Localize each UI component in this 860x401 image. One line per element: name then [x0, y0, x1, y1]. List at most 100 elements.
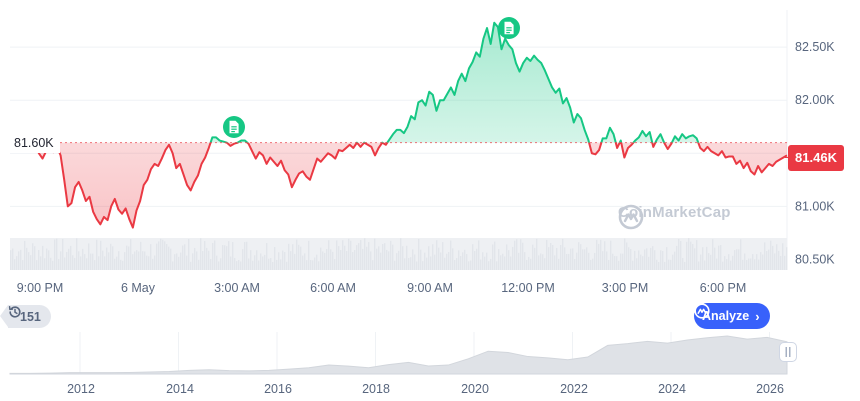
volume-bar: [546, 239, 548, 270]
volume-bar: [170, 248, 172, 270]
volume-bar: [18, 251, 20, 270]
volume-bar: [336, 240, 338, 270]
volume-bar: [760, 252, 762, 270]
volume-bar: [526, 259, 528, 270]
volume-bar: [234, 257, 236, 270]
volume-bar: [630, 249, 632, 270]
volume-bar: [514, 240, 516, 270]
navigator-tick-label: 2012: [67, 382, 95, 396]
navigator-tick-label: 2014: [166, 382, 194, 396]
volume-bar: [326, 249, 328, 270]
volume-bar: [528, 256, 530, 270]
volume-bar: [138, 251, 140, 270]
volume-bar: [748, 258, 750, 270]
volume-bar: [712, 239, 714, 270]
news-marker[interactable]: [497, 17, 520, 40]
news-marker[interactable]: [223, 115, 246, 138]
volume-bar: [536, 238, 538, 270]
volume-bar: [572, 248, 574, 270]
volume-bar: [286, 261, 288, 270]
volume-bar: [550, 243, 552, 270]
volume-bar: [486, 252, 488, 270]
volume-bar: [322, 251, 324, 270]
volume-bar: [70, 245, 72, 270]
volume-bar: [92, 253, 94, 270]
volume-bar: [458, 250, 460, 270]
volume-bars: [10, 238, 788, 270]
volume-bar: [484, 256, 486, 270]
volume-bar: [636, 258, 638, 270]
volume-bar: [188, 239, 190, 270]
volume-bar: [32, 243, 34, 270]
volume-bar: [338, 246, 340, 270]
volume-bar: [122, 260, 124, 270]
baseline-price-label: 81.60K: [8, 132, 60, 153]
volume-bar: [408, 257, 410, 270]
volume-bar: [10, 250, 12, 270]
volume-bar: [778, 250, 780, 270]
volume-bar: [196, 251, 198, 270]
volume-bar: [240, 261, 242, 270]
volume-bar: [756, 254, 758, 270]
history-navigator[interactable]: [9, 332, 788, 375]
volume-bar: [506, 244, 508, 270]
volume-bar: [574, 259, 576, 270]
navigator-x-axis: 2012 2014 2016 2018 2020 2022 2024 2026: [67, 382, 784, 396]
volume-bar: [390, 240, 392, 270]
volume-bar: [370, 251, 372, 270]
volume-bar: [358, 243, 360, 270]
volume-bar: [616, 256, 618, 270]
volume-bar: [474, 251, 476, 270]
volume-bar: [80, 256, 82, 270]
volume-bar: [734, 250, 736, 270]
volume-bar: [148, 256, 150, 270]
volume-bar: [714, 247, 716, 270]
volume-bar: [772, 245, 774, 270]
volume-bar: [532, 244, 534, 270]
volume-bar: [118, 251, 120, 270]
volume-bar: [154, 255, 156, 270]
volume-bar: [162, 239, 164, 270]
navigator-tick-label: 2016: [264, 382, 292, 396]
volume-bar: [520, 239, 522, 270]
volume-bar: [456, 258, 458, 270]
navigator-handle[interactable]: [779, 342, 797, 362]
volume-bar: [534, 247, 536, 270]
volume-bar: [312, 260, 314, 270]
history-events-button[interactable]: 151: [0, 305, 51, 328]
volume-bar: [50, 257, 52, 270]
volume-bar: [674, 251, 676, 270]
volume-bar: [124, 252, 126, 270]
x-axis: 9:00 PM 6 May 3:00 AM 6:00 AM 9:00 AM 12:00 P…: [17, 281, 747, 295]
volume-bar: [144, 251, 146, 270]
volume-bar: [292, 244, 294, 270]
volume-bar: [614, 256, 616, 270]
volume-bar: [348, 238, 350, 270]
volume-bar: [754, 259, 756, 270]
x-tick-label: 9:00 AM: [407, 281, 453, 295]
volume-bar: [774, 253, 776, 270]
volume-bar: [496, 261, 498, 270]
analyze-button[interactable]: Analyze ›: [694, 303, 770, 329]
volume-bar: [482, 252, 484, 270]
volume-bar: [30, 255, 32, 270]
volume-bar: [380, 252, 382, 270]
volume-bar: [704, 260, 706, 270]
volume-bar: [142, 251, 144, 270]
volume-bar: [784, 255, 786, 270]
volume-bar: [180, 252, 182, 270]
navigator-tick-label: 2018: [362, 382, 390, 396]
volume-bar: [440, 252, 442, 270]
volume-bar: [538, 255, 540, 270]
volume-bar: [404, 258, 406, 270]
volume-bar: [164, 241, 166, 270]
volume-bar: [20, 249, 22, 270]
volume-bar: [34, 246, 36, 270]
volume-bar: [628, 247, 630, 270]
volume-bar: [432, 244, 434, 270]
volume-bar: [160, 238, 162, 270]
volume-bar: [94, 260, 96, 270]
volume-bar: [576, 252, 578, 270]
volume-bar: [382, 243, 384, 270]
